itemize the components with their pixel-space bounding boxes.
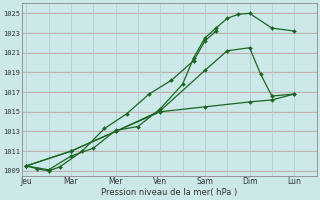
X-axis label: Pression niveau de la mer( hPa ): Pression niveau de la mer( hPa ): [101, 188, 237, 197]
